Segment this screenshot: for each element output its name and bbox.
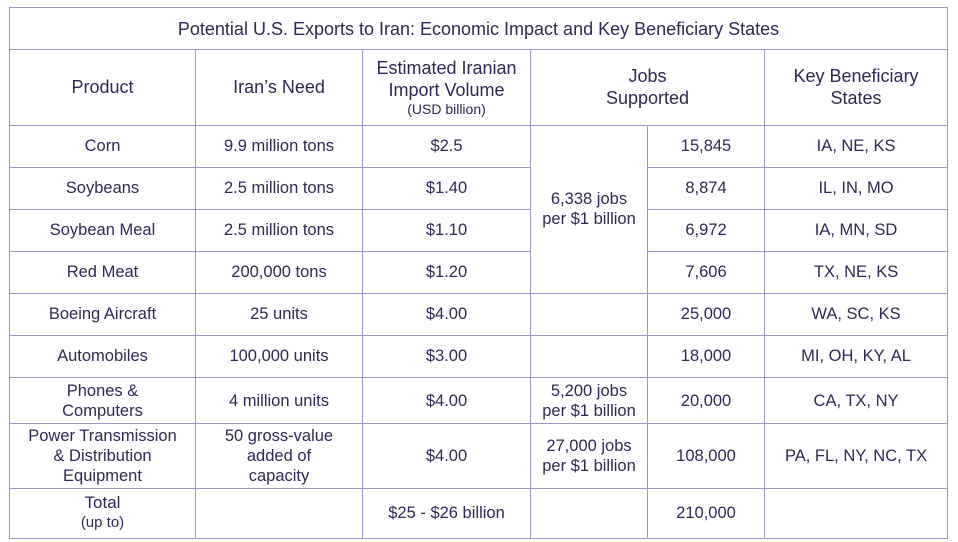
need-line3: capacity bbox=[248, 466, 310, 485]
header-product: Product bbox=[9, 49, 196, 126]
cell-total-import: $25 - $26 billion bbox=[362, 487, 531, 540]
header-states-line1: Key Beneficiary bbox=[793, 66, 919, 87]
cell-jobs: 108,000 bbox=[647, 423, 765, 489]
table-row: Boeing Aircraft 25 units $4.00 25,000 WA… bbox=[9, 292, 949, 336]
product-line3: Equipment bbox=[63, 466, 142, 485]
cell-jobs: 20,000 bbox=[647, 376, 765, 425]
jobs-rate-line2: per $1 billion bbox=[542, 456, 636, 475]
product-line1: Phones & bbox=[66, 381, 139, 400]
product-line2: & Distribution bbox=[53, 446, 152, 465]
cell-states: MI, OH, KY, AL bbox=[763, 334, 949, 378]
jobs-rate-line1: 5,200 jobs bbox=[550, 381, 628, 400]
cell-states: IA, MN, SD bbox=[763, 208, 949, 252]
total-row: Total (up to) $25 - $26 billion 210,000 bbox=[9, 487, 949, 540]
cell-jobs-rate-phones: 5,200 jobs per $1 billion bbox=[530, 376, 648, 425]
cell-states: IA, NE, KS bbox=[763, 124, 949, 168]
cell-need: 2.5 million tons bbox=[195, 208, 363, 252]
cell-total-label: Total (up to) bbox=[9, 487, 196, 540]
product-line1: Power Transmission bbox=[28, 426, 177, 445]
table-row: Power Transmission & Distribution Equipm… bbox=[9, 423, 949, 489]
header-import-line2: Import Volume bbox=[388, 80, 505, 101]
cell-product: Soybean Meal bbox=[9, 208, 196, 252]
cell-product: Boeing Aircraft bbox=[9, 292, 196, 336]
cell-jobs-rate-agriculture: 6,338 jobs per $1 billion bbox=[530, 124, 648, 294]
cell-need: 100,000 units bbox=[195, 334, 363, 378]
header-jobs-line2: Supported bbox=[605, 88, 690, 109]
table-row: Automobiles 100,000 units $3.00 18,000 M… bbox=[9, 334, 949, 378]
product-line2: Computers bbox=[62, 401, 143, 420]
cell-import: $2.5 bbox=[362, 124, 531, 168]
cell-total-states-empty bbox=[763, 487, 949, 540]
need-line1: 50 gross-value bbox=[224, 426, 334, 445]
cell-need: 50 gross-value added of capacity bbox=[195, 423, 363, 489]
cell-product: Power Transmission & Distribution Equipm… bbox=[9, 423, 196, 489]
cell-states: TX, NE, KS bbox=[763, 250, 949, 294]
cell-need: 25 units bbox=[195, 292, 363, 336]
cell-states: IL, IN, MO bbox=[763, 166, 949, 210]
total-sublabel: (up to) bbox=[80, 514, 125, 532]
cell-product: Red Meat bbox=[9, 250, 196, 294]
table-row: Soybeans 2.5 million tons $1.40 8,874 IL… bbox=[9, 166, 949, 210]
table-row: Phones & Computers 4 million units $4.00… bbox=[9, 376, 949, 425]
exports-table: Potential U.S. Exports to Iran: Economic… bbox=[8, 6, 949, 540]
jobs-rate-line2: per $1 billion bbox=[542, 401, 636, 420]
cell-product: Corn bbox=[9, 124, 196, 168]
cell-import: $1.20 bbox=[362, 250, 531, 294]
total-label: Total bbox=[84, 493, 121, 513]
cell-import: $4.00 bbox=[362, 376, 531, 425]
cell-jobs-rate-empty bbox=[530, 292, 648, 336]
header-jobs-line1: Jobs bbox=[628, 66, 667, 87]
exports-table-container: Potential U.S. Exports to Iran: Economic… bbox=[8, 6, 949, 540]
cell-need: 9.9 million tons bbox=[195, 124, 363, 168]
cell-need: 2.5 million tons bbox=[195, 166, 363, 210]
cell-jobs: 18,000 bbox=[647, 334, 765, 378]
header-jobs: Jobs Supported bbox=[530, 49, 765, 126]
header-states-line2: States bbox=[830, 88, 882, 109]
cell-states: CA, TX, NY bbox=[763, 376, 949, 425]
table-title: Potential U.S. Exports to Iran: Economic… bbox=[8, 6, 949, 51]
table-row: Red Meat 200,000 tons $1.20 7,606 TX, NE… bbox=[9, 250, 949, 294]
cell-jobs: 25,000 bbox=[647, 292, 765, 336]
cell-need: 200,000 tons bbox=[195, 250, 363, 294]
cell-need: 4 million units bbox=[195, 376, 363, 425]
cell-import: $4.00 bbox=[362, 292, 531, 336]
cell-jobs: 8,874 bbox=[647, 166, 765, 210]
cell-import: $4.00 bbox=[362, 423, 531, 489]
cell-jobs: 6,972 bbox=[647, 208, 765, 252]
cell-total-jobs: 210,000 bbox=[647, 487, 765, 540]
jobs-rate-line1: 27,000 jobs bbox=[546, 436, 632, 455]
cell-import: $1.10 bbox=[362, 208, 531, 252]
cell-states: WA, SC, KS bbox=[763, 292, 949, 336]
cell-total-need-empty bbox=[195, 487, 363, 540]
jobs-rate-line2: per $1 billion bbox=[542, 210, 636, 229]
cell-jobs-rate-power: 27,000 jobs per $1 billion bbox=[530, 423, 648, 489]
table-row: Corn 9.9 million tons $2.5 6,338 jobs pe… bbox=[9, 124, 949, 294]
need-line2: added of bbox=[246, 446, 312, 465]
header-row: Product Iran’s Need Estimated Iranian Im… bbox=[9, 49, 949, 126]
cell-jobs: 7,606 bbox=[647, 250, 765, 294]
header-need: Iran’s Need bbox=[195, 49, 363, 126]
cell-product: Soybeans bbox=[9, 166, 196, 210]
header-states: Key Beneficiary States bbox=[763, 49, 949, 126]
table-row: Soybean Meal 2.5 million tons $1.10 6,97… bbox=[9, 208, 949, 252]
cell-import: $1.40 bbox=[362, 166, 531, 210]
header-import-unit: (USD billion) bbox=[407, 101, 486, 118]
jobs-rate-line1: 6,338 jobs bbox=[550, 190, 628, 209]
cell-jobs: 15,845 bbox=[647, 124, 765, 168]
header-import: Estimated Iranian Import Volume (USD bil… bbox=[362, 49, 531, 126]
cell-product: Phones & Computers bbox=[9, 376, 196, 425]
cell-states: PA, FL, NY, NC, TX bbox=[763, 423, 949, 489]
cell-jobs-rate-empty bbox=[530, 334, 648, 378]
cell-total-rate-empty bbox=[530, 487, 648, 540]
cell-import: $3.00 bbox=[362, 334, 531, 378]
cell-product: Automobiles bbox=[9, 334, 196, 378]
header-import-line1: Estimated Iranian bbox=[376, 58, 517, 79]
